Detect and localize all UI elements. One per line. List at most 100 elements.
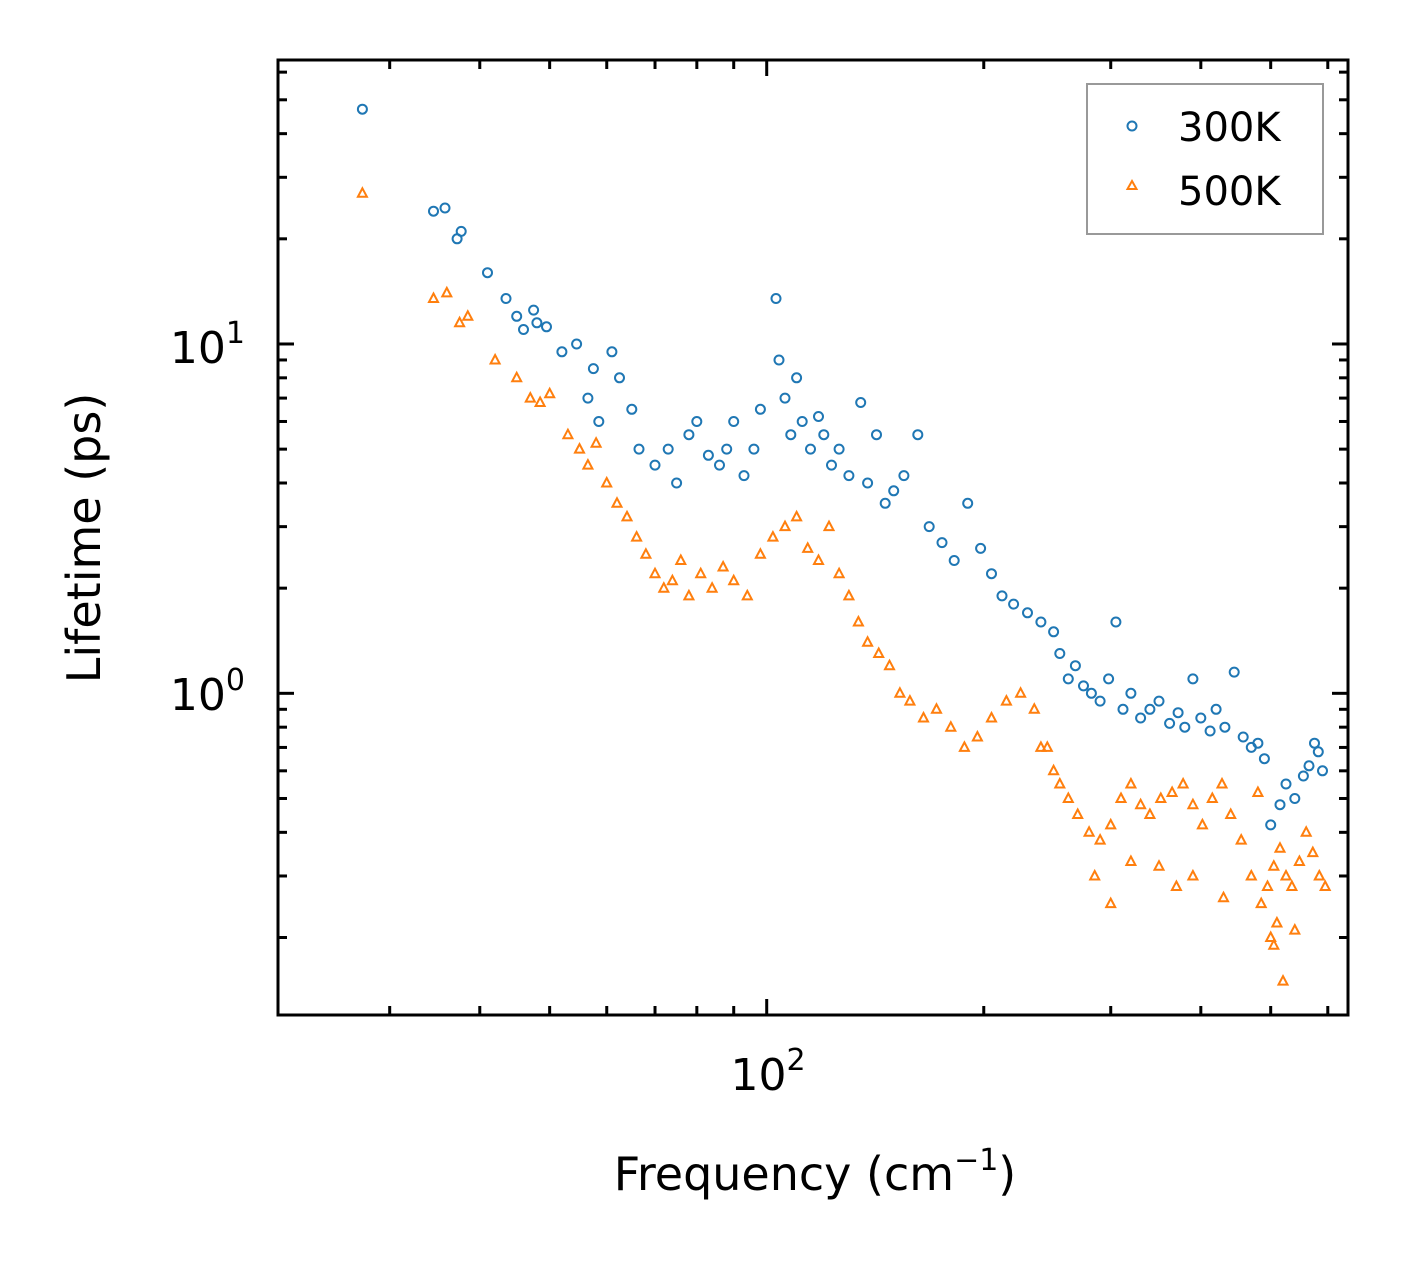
data-point-500k [1170, 879, 1183, 891]
data-point-500k [1319, 879, 1332, 891]
data-point-500k [1028, 702, 1041, 714]
data-point-300k [587, 363, 599, 375]
data-point-500k [1313, 868, 1326, 881]
data-point-500k [1053, 776, 1066, 789]
data-point-300k [862, 477, 874, 489]
data-point-500k [356, 186, 369, 198]
data-point-300k [439, 202, 451, 214]
data-point-500k [1034, 740, 1048, 752]
data-point-500k [893, 686, 907, 698]
data-point-500k [682, 588, 696, 601]
data-point-300k [1252, 737, 1264, 749]
data-point-500k [1041, 740, 1054, 752]
data-point-500k [1152, 859, 1166, 871]
data-point-500k [754, 547, 767, 559]
data-point-300k [1258, 753, 1270, 765]
data-point-500k [573, 441, 586, 454]
data-point-500k [1306, 845, 1319, 858]
data-point-500k [930, 702, 943, 714]
data-point-500k [1255, 896, 1268, 909]
data-point-300k [455, 225, 467, 237]
data-point-500k [812, 553, 825, 565]
data-point-300k [1125, 687, 1137, 699]
data-point-500k [589, 436, 603, 448]
data-point-500k [1279, 868, 1293, 881]
data-point-500k [801, 541, 814, 553]
data-point-300k [833, 443, 845, 455]
data-point-500k [1267, 938, 1280, 950]
y-tick-label-10: 101 [170, 316, 245, 374]
data-point-300k [1210, 703, 1222, 715]
data-point-300k [912, 429, 924, 441]
data-point-300k [1103, 673, 1115, 685]
data-point-300k [826, 459, 837, 471]
data-point-500k [1273, 841, 1287, 853]
data-point-300k [1289, 793, 1301, 804]
data-point-300k [1094, 695, 1106, 707]
data-point-300k [1297, 770, 1309, 782]
data-point-300k [818, 429, 830, 441]
data-point-300k [791, 372, 803, 384]
data-point-300k [1195, 712, 1207, 724]
data-point-500k [727, 573, 740, 586]
data-point-300k [691, 416, 703, 427]
data-point-300k [1172, 707, 1184, 719]
data-point-300k [1274, 799, 1286, 811]
data-point-300k [1280, 778, 1292, 790]
data-point-500k [1093, 832, 1107, 845]
data-point-300k [888, 485, 900, 497]
data-point-300k [738, 470, 750, 482]
data-points [356, 103, 1332, 986]
data-point-500k [1300, 825, 1313, 837]
data-point-300k [633, 443, 645, 455]
data-point-500k [694, 566, 707, 579]
data-point-500k [1143, 807, 1157, 819]
data-point-300k [1228, 666, 1240, 678]
data-point-300k [898, 470, 910, 482]
data-point-500k [1245, 868, 1258, 881]
data-point-500k [790, 509, 803, 522]
data-point-300k [748, 443, 760, 455]
y-tick-label-1: 100 [170, 663, 245, 721]
data-point-300k [1135, 712, 1147, 724]
data-point-500k [705, 581, 719, 593]
data-point-500k [1176, 776, 1190, 789]
data-point-300k [683, 429, 695, 441]
data-point-500k [1047, 763, 1060, 776]
data-point-500k [778, 519, 792, 532]
data-point-300k [606, 346, 618, 358]
data-point-300k [528, 304, 540, 316]
data-point-500k [944, 720, 957, 732]
data-point-500k [620, 509, 634, 522]
data-point-500k [1217, 890, 1230, 903]
legend-box [1086, 83, 1324, 235]
legend-label-300k: 300K [1178, 105, 1282, 151]
data-point-500k [1088, 868, 1101, 881]
data-point-300k [649, 459, 661, 471]
data-point-500k [1165, 785, 1179, 797]
data-point-500k [524, 390, 537, 403]
data-point-500k [1082, 825, 1096, 837]
data-point-300k [1078, 680, 1089, 692]
data-point-500k [1264, 930, 1277, 942]
data-point-300k [936, 537, 948, 549]
data-point-300k [531, 317, 543, 329]
data-point-300k [1265, 819, 1277, 831]
data-point-500k [861, 635, 874, 647]
data-point-300k [1237, 731, 1249, 743]
data-point-500k [883, 658, 896, 671]
data-point-500k [461, 309, 474, 321]
data-point-500k [648, 566, 662, 579]
data-point-500k [440, 285, 453, 298]
data-point-500k [1071, 807, 1084, 819]
data-point-300k [1312, 746, 1324, 758]
data-point-500k [1293, 854, 1306, 866]
data-point-500k [1154, 791, 1167, 803]
data-point-300k [671, 477, 683, 489]
data-point-300k [511, 310, 523, 322]
data-point-300k [1054, 648, 1066, 659]
data-point-500k [533, 395, 547, 407]
data-point-300k [754, 403, 766, 415]
data-point-300k [855, 397, 867, 408]
